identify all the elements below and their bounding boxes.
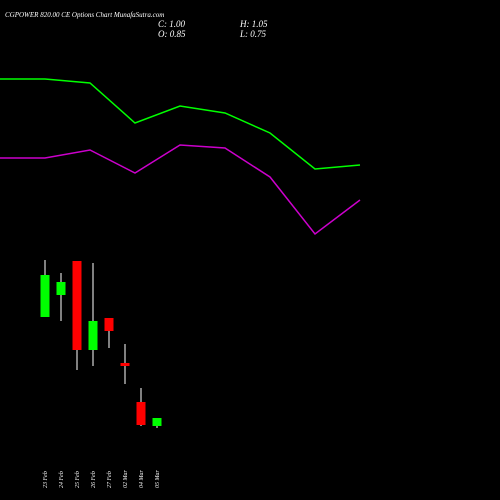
high-text: H: 1.05 — [239, 19, 268, 29]
x-tick-label: 02 Mar — [123, 470, 129, 488]
candle-body — [136, 402, 146, 425]
x-tick-label: 24 Feb — [58, 471, 65, 488]
chart-title: CGPOWER 820.00 CE Options Chart MunafaSu… — [5, 11, 164, 19]
candle-body — [40, 275, 50, 317]
x-tick-label: 27 Feb — [107, 471, 113, 488]
close-text: C: 1.00 — [158, 19, 186, 29]
x-tick-label: 25 Feb — [75, 471, 81, 488]
candle-body — [104, 318, 114, 331]
candle-body — [72, 261, 82, 350]
line-series — [0, 78, 361, 170]
candle-body — [120, 363, 130, 366]
candle-body — [152, 418, 162, 426]
open-text: O: 0.85 — [158, 29, 186, 39]
x-tick-label: 23 Feb — [43, 471, 49, 488]
x-tick-label: 05 Mar — [155, 470, 161, 488]
low-text: L: 0.75 — [239, 29, 267, 39]
candle-body — [56, 282, 66, 295]
candle-body — [88, 321, 98, 350]
x-tick-label: 04 Mar — [138, 470, 145, 488]
x-tick-label: 26 Feb — [91, 471, 97, 488]
line-series — [0, 144, 361, 236]
